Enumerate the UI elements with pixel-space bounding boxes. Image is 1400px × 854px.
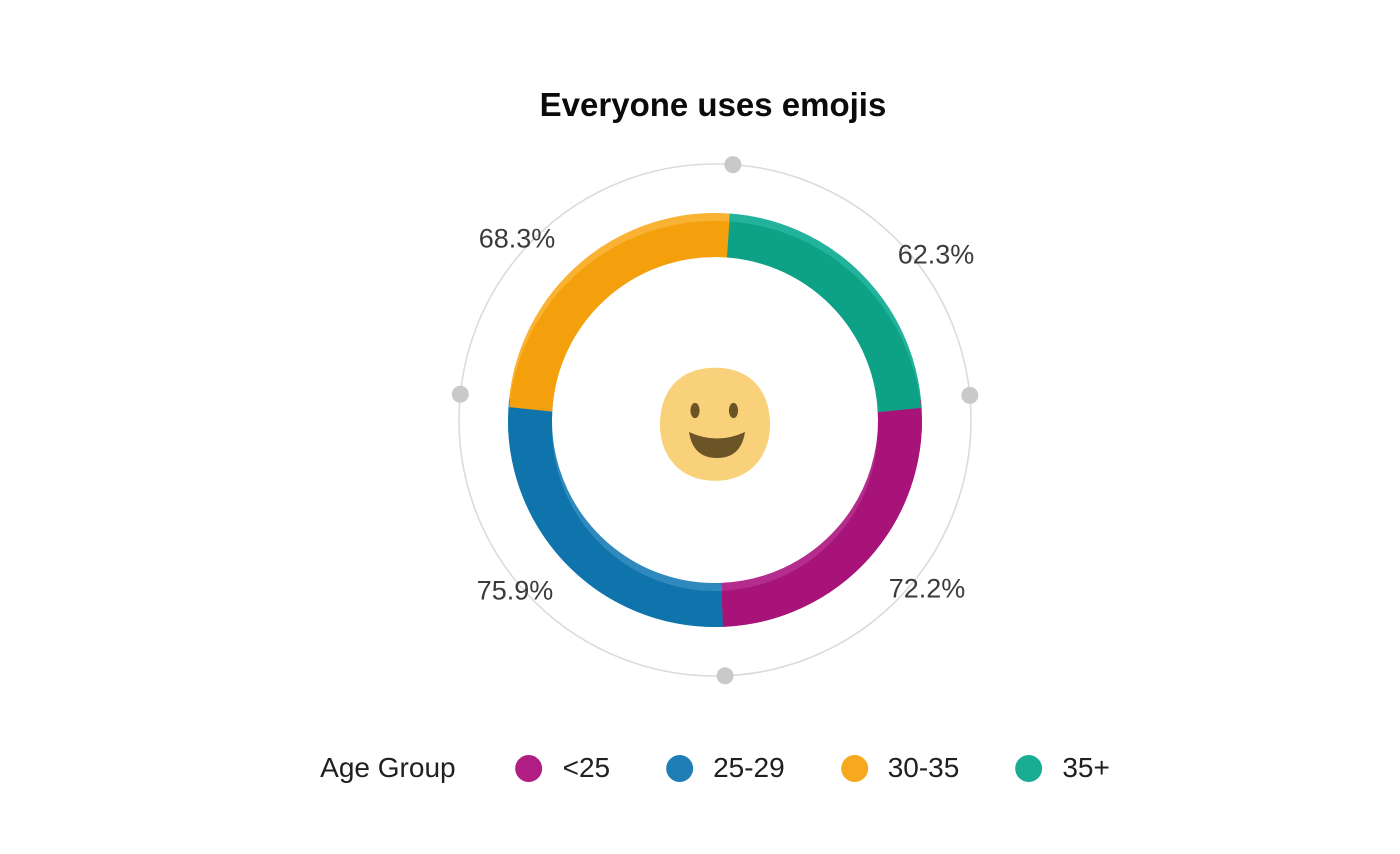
axis-dot [961, 386, 979, 404]
legend-item-under25[interactable]: <25 [515, 752, 611, 784]
polar-axis-circle [458, 163, 972, 677]
emoji-right-eye [728, 402, 739, 419]
legend-swatch-under25 [515, 754, 543, 782]
legend-label-35plus: 35+ [1062, 752, 1110, 783]
chart-title: Everyone uses emojis [539, 86, 887, 123]
donut-chart [451, 156, 979, 685]
axis-dot [451, 385, 469, 403]
legend-label-under25: <25 [562, 752, 611, 783]
emoji-left-eye [690, 402, 700, 419]
segment-value-label-30-35: 68.3% [478, 223, 556, 254]
smiley-emoji-icon [659, 367, 771, 481]
donut-segment-shade-35+ [725, 221, 922, 413]
legend-swatch-25-29 [666, 754, 694, 782]
emoji-smile [689, 432, 745, 458]
legend-title: Age Group [320, 752, 456, 783]
segment-value-label-35plus: 62.3% [897, 239, 975, 270]
donut-segment-shade-30-35 [509, 221, 730, 412]
legend-swatch-35plus [1015, 754, 1043, 782]
segment-value-label-25-29: 75.9% [476, 575, 554, 606]
donut-segment-shade-25-29 [508, 407, 724, 627]
legend-item-25-29[interactable]: 25-29 [666, 752, 785, 784]
emoji-face [659, 367, 771, 481]
legend-item-30-35[interactable]: 30-35 [840, 752, 960, 784]
axis-dot [724, 156, 742, 174]
legend-label-30-35: 30-35 [887, 752, 960, 783]
segment-value-label-under25: 72.2% [888, 573, 966, 604]
legend-label-25-29: 25-29 [713, 752, 785, 783]
legend-item-35plus[interactable]: 35+ [1015, 752, 1110, 784]
legend-swatch-30-35 [840, 754, 868, 782]
chart-legend: Age Group <25 25-29 30-35 35+ [320, 752, 1110, 784]
axis-dot [716, 667, 734, 685]
donut-segment-shade-<25 [721, 408, 922, 627]
